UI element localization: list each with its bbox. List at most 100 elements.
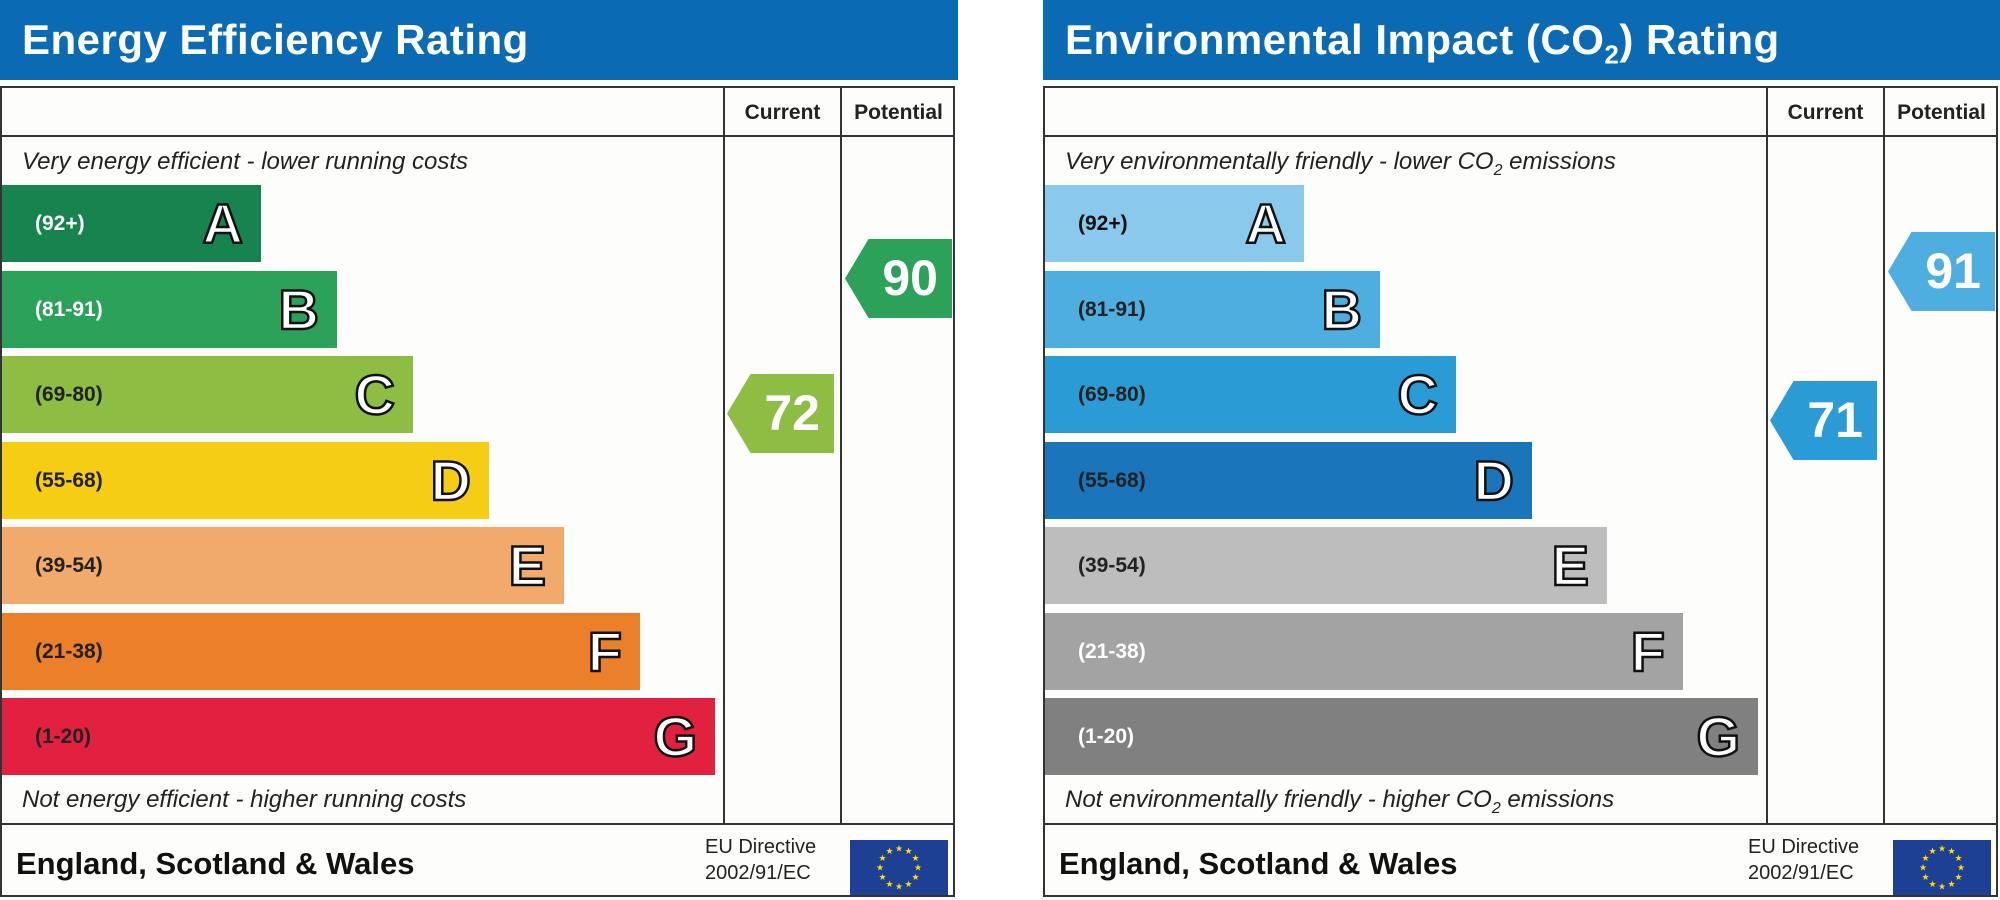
bottom-note-text: Not energy efficient - higher running co… bbox=[22, 786, 467, 813]
band-letter: A bbox=[1244, 191, 1287, 257]
band-range: (21-38) bbox=[35, 639, 103, 663]
band-range: (81-91) bbox=[35, 297, 103, 321]
eu-flag-icon: ★ ★ ★ ★ ★ ★ ★ ★ ★ ★ ★ ★ bbox=[1893, 840, 1991, 895]
band-g: (1-20) G bbox=[1045, 698, 1758, 775]
footer-divider bbox=[2, 823, 953, 825]
column-divider bbox=[840, 88, 842, 825]
band-letter: B bbox=[277, 276, 320, 342]
band-range: (69-80) bbox=[35, 383, 103, 406]
band-a: (92+) A bbox=[1045, 185, 1304, 262]
title-text: Environmental Impact (CO bbox=[1065, 16, 1605, 63]
band-range: (55-68) bbox=[1078, 468, 1146, 492]
svg-text:★: ★ bbox=[1919, 863, 1927, 873]
band-letter: G bbox=[652, 704, 698, 770]
column-divider bbox=[1766, 88, 1768, 825]
header-divider bbox=[2, 135, 953, 137]
svg-text:★: ★ bbox=[1954, 853, 1962, 863]
band-c: (69-80) C bbox=[1045, 356, 1456, 433]
svg-text:★: ★ bbox=[878, 853, 886, 863]
column-header-potential: Potential bbox=[1897, 101, 1986, 124]
eu-directive-line1: EU Directive bbox=[1748, 836, 1860, 858]
band-d: (55-68) D bbox=[2, 441, 489, 519]
potential-rating-arrow: 90 bbox=[845, 239, 952, 318]
eu-directive: EU Directive 2002/91/EC bbox=[1748, 834, 1859, 886]
column-header-potential: Potential bbox=[854, 101, 943, 124]
svg-text:★: ★ bbox=[1938, 882, 1946, 892]
svg-text:★: ★ bbox=[1938, 844, 1946, 854]
band-letter: C bbox=[353, 362, 396, 428]
svg-text:★: ★ bbox=[895, 882, 903, 892]
band-g: (1-20) G bbox=[2, 698, 715, 775]
panel-title: Energy Efficiency Rating bbox=[0, 0, 958, 80]
svg-text:★: ★ bbox=[904, 846, 912, 856]
band-b: (81-91) B bbox=[2, 270, 337, 348]
bottom-note-suffix: emissions bbox=[1500, 786, 1615, 813]
eu-directive-line2: 2002/91/EC bbox=[705, 862, 811, 884]
column-divider bbox=[723, 88, 725, 825]
bottom-note-subscript: 2 bbox=[1491, 799, 1501, 817]
top-note-subscript: 2 bbox=[1493, 161, 1503, 179]
svg-text:★: ★ bbox=[1921, 853, 1929, 863]
band-letter: G bbox=[1695, 704, 1741, 770]
band-c: (69-80) C bbox=[2, 356, 413, 433]
environmental-impact-panel: Environmental Impact (CO2) Rating Current… bbox=[1043, 0, 2000, 899]
band-f: (21-38) F bbox=[2, 612, 640, 690]
svg-text:★: ★ bbox=[1947, 846, 1955, 856]
panel-title: Environmental Impact (CO2) Rating bbox=[1043, 0, 2000, 80]
svg-text:★: ★ bbox=[1928, 879, 1936, 889]
band-range: (92+) bbox=[35, 212, 85, 235]
band-range: (39-54) bbox=[35, 554, 103, 577]
column-header-current: Current bbox=[1787, 101, 1864, 124]
band-range: (1-20) bbox=[35, 725, 92, 748]
svg-text:★: ★ bbox=[878, 872, 886, 882]
energy-efficiency-panel: Energy Efficiency Rating Current Potential… bbox=[0, 0, 958, 899]
title-subscript: 2 bbox=[1604, 39, 1620, 70]
region-label: England, Scotland & Wales bbox=[16, 846, 415, 881]
svg-text:★: ★ bbox=[1947, 879, 1955, 889]
svg-text:★: ★ bbox=[1954, 872, 1962, 882]
eu-flag-icon: ★ ★ ★ ★ ★ ★ ★ ★ ★ ★ ★ ★ bbox=[850, 840, 948, 895]
band-letter: E bbox=[507, 533, 547, 599]
svg-text:★: ★ bbox=[1921, 872, 1929, 882]
column-header-current: Current bbox=[744, 101, 821, 124]
svg-text:★: ★ bbox=[895, 844, 903, 854]
band-e: (39-54) E bbox=[1045, 527, 1607, 604]
band-letter: F bbox=[587, 618, 624, 684]
column-divider bbox=[1883, 88, 1885, 825]
band-e: (39-54) E bbox=[2, 527, 564, 604]
band-letter: A bbox=[201, 191, 244, 257]
band-range: (69-80) bbox=[1078, 383, 1146, 406]
header-divider bbox=[1045, 135, 1996, 137]
band-range: (1-20) bbox=[1078, 725, 1135, 748]
svg-text:★: ★ bbox=[911, 872, 919, 882]
svg-text:★: ★ bbox=[885, 846, 893, 856]
svg-text:★: ★ bbox=[876, 863, 884, 873]
top-note: Very environmentally friendly - lower CO… bbox=[1065, 148, 1616, 180]
band-b: (81-91) B bbox=[1045, 270, 1380, 348]
band-letter: D bbox=[429, 447, 472, 513]
title-suffix: ) Rating bbox=[1619, 16, 1780, 63]
eu-directive: EU Directive 2002/91/EC bbox=[705, 834, 816, 886]
region-label: England, Scotland & Wales bbox=[1059, 846, 1458, 881]
band-range: (55-68) bbox=[35, 468, 103, 492]
svg-text:★: ★ bbox=[911, 853, 919, 863]
band-letter: D bbox=[1472, 447, 1515, 513]
current-rating-arrow: 72 bbox=[727, 374, 834, 453]
current-rating-arrow: 71 bbox=[1770, 381, 1877, 460]
eu-directive-line2: 2002/91/EC bbox=[1748, 862, 1854, 884]
band-range: (92+) bbox=[1078, 212, 1128, 235]
bottom-note: Not environmentally friendly - higher CO… bbox=[1065, 786, 1614, 818]
top-note-suffix: emissions bbox=[1502, 148, 1616, 175]
top-note-text: Very environmentally friendly - lower CO bbox=[1065, 148, 1494, 175]
rating-table: Current Potential Very energy efficient - … bbox=[0, 86, 955, 897]
band-letter: C bbox=[1396, 362, 1439, 428]
band-range: (21-38) bbox=[1078, 639, 1146, 663]
top-note: Very energy efficient - lower running co… bbox=[22, 148, 468, 176]
svg-text:★: ★ bbox=[904, 879, 912, 889]
rating-table: Current Potential Very environmentally fri… bbox=[1043, 86, 1998, 897]
title-text: Energy Efficiency Rating bbox=[22, 16, 529, 63]
band-a: (92+) A bbox=[2, 185, 261, 262]
bottom-note-text: Not environmentally friendly - higher CO bbox=[1065, 786, 1492, 813]
footer-divider bbox=[1045, 823, 1996, 825]
band-f: (21-38) F bbox=[1045, 612, 1683, 690]
